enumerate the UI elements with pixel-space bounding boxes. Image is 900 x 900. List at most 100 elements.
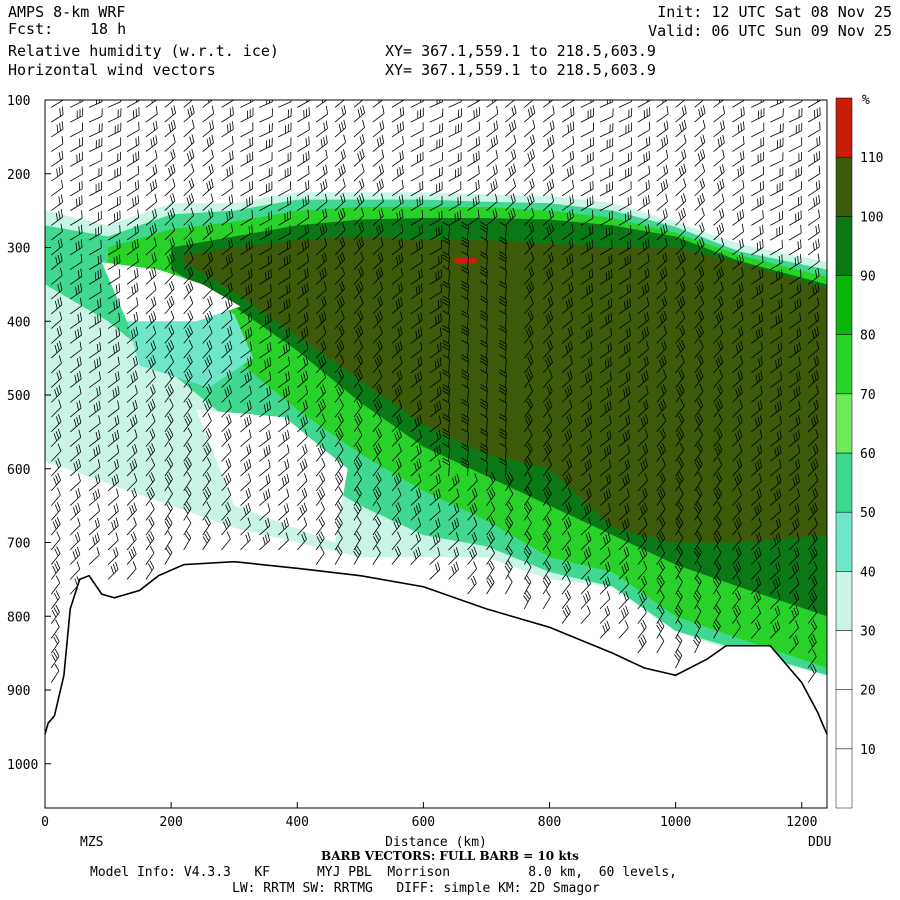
wind-barb <box>88 327 102 344</box>
wind-barb <box>694 295 705 315</box>
wind-barb <box>498 324 507 344</box>
wind-barb <box>297 312 309 329</box>
wind-barb <box>51 282 63 300</box>
wind-barb <box>826 667 827 668</box>
wind-barb <box>498 251 507 270</box>
wind-barb <box>164 193 176 211</box>
wind-barb <box>51 443 62 462</box>
wind-barb <box>240 136 254 152</box>
wind-barb <box>353 369 363 388</box>
wind-barb <box>69 195 83 211</box>
wind-barb <box>202 398 212 418</box>
wind-barb <box>410 356 423 374</box>
wind-barb <box>524 134 536 152</box>
model-info: Model Info: V4.3.3 KF MYJ PBL Morrison 8… <box>90 865 677 880</box>
wind-barb <box>542 222 554 241</box>
wind-barb <box>561 100 575 108</box>
wind-barb <box>315 340 327 359</box>
wind-barb <box>448 122 462 138</box>
wind-barb <box>429 283 442 300</box>
wind-barb <box>480 369 488 388</box>
wind-barb <box>694 619 702 639</box>
wind-barb <box>788 532 800 551</box>
wind-barb <box>498 428 507 447</box>
wind-barb <box>315 223 328 241</box>
wind-barb <box>88 239 102 256</box>
wind-barb <box>637 355 649 374</box>
wind-barb <box>637 311 650 329</box>
wind-barb <box>164 295 175 315</box>
wind-barb <box>599 298 613 315</box>
wind-barb <box>145 311 157 329</box>
wind-barb <box>807 165 821 182</box>
wind-barb <box>807 458 819 477</box>
wind-barb <box>826 652 827 654</box>
wind-barb <box>467 194 480 211</box>
wind-barb <box>88 444 101 462</box>
wind-barb <box>675 295 686 315</box>
wind-barb <box>807 473 819 492</box>
wind-barb <box>694 369 704 388</box>
wind-barb <box>391 428 402 447</box>
wind-barb <box>164 281 175 300</box>
wind-barb <box>221 355 233 374</box>
wind-barb <box>467 531 478 551</box>
wind-barb <box>297 297 309 315</box>
wind-barb <box>107 385 120 403</box>
wind-barb <box>480 280 488 300</box>
wind-barb <box>391 223 404 241</box>
wind-barb <box>372 501 382 521</box>
colorbar-label: 10 <box>860 743 876 758</box>
wind-barb <box>372 457 382 477</box>
wind-barb <box>732 560 742 580</box>
wind-barb <box>480 295 488 314</box>
wind-barb <box>69 297 82 315</box>
wind-barb <box>637 619 647 639</box>
wind-barb <box>353 105 365 123</box>
wind-barb <box>656 413 667 433</box>
wind-barb <box>694 193 705 211</box>
wind-barb <box>391 121 404 138</box>
wind-barb <box>353 266 364 285</box>
wind-barb <box>202 281 213 300</box>
wind-barb <box>50 575 61 595</box>
wind-barb <box>826 475 827 477</box>
wind-barb <box>751 502 762 521</box>
wind-barb <box>524 222 535 241</box>
wind-barb <box>442 457 450 477</box>
wind-barb <box>391 106 405 123</box>
wind-barb <box>372 281 384 300</box>
wind-barb <box>751 429 763 447</box>
wind-barb <box>410 107 424 123</box>
wind-barb <box>732 311 744 329</box>
wind-barb <box>372 516 382 536</box>
wind-barb <box>732 546 742 565</box>
wind-barb <box>278 532 289 551</box>
wind-barb <box>460 413 469 432</box>
wind-barb <box>675 530 684 551</box>
wind-barb <box>429 152 443 167</box>
wind-barb <box>826 313 827 314</box>
wind-barb <box>50 531 61 551</box>
wind-barb <box>675 516 684 536</box>
wind-barb <box>126 546 137 565</box>
wind-barb <box>713 384 723 403</box>
wind-barb <box>183 442 192 462</box>
wind-barb <box>297 165 310 182</box>
wind-barb <box>807 253 820 270</box>
wind-barb <box>713 516 722 536</box>
wind-barb <box>278 517 289 536</box>
wind-barb <box>542 237 554 256</box>
wind-barb <box>826 357 827 359</box>
wind-barb <box>391 150 404 167</box>
wind-barb <box>240 195 253 211</box>
wind-barb <box>107 254 121 270</box>
wind-barb <box>259 459 271 477</box>
wind-barb <box>429 181 443 197</box>
wind-barb <box>751 224 764 241</box>
wind-barb <box>70 122 83 138</box>
wind-barb <box>713 252 724 270</box>
wind-barb <box>467 165 480 182</box>
wind-barb <box>769 342 783 359</box>
wind-barb <box>789 152 802 167</box>
